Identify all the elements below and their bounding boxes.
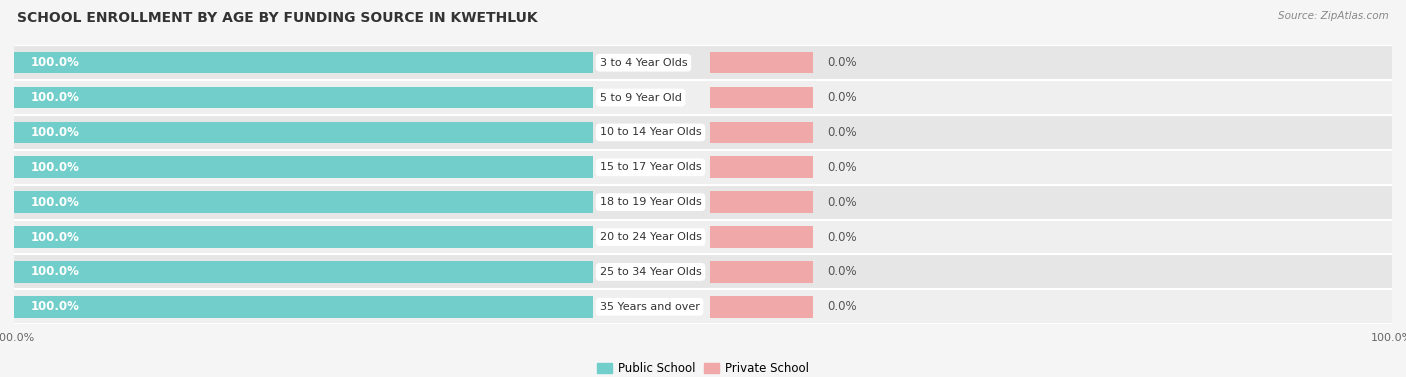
Text: 0.0%: 0.0% xyxy=(827,161,856,174)
Text: 0.0%: 0.0% xyxy=(827,231,856,244)
Text: 100.0%: 100.0% xyxy=(31,161,80,174)
Bar xyxy=(710,261,813,283)
Text: 100.0%: 100.0% xyxy=(31,300,80,313)
Text: SCHOOL ENROLLMENT BY AGE BY FUNDING SOURCE IN KWETHLUK: SCHOOL ENROLLMENT BY AGE BY FUNDING SOUR… xyxy=(17,11,537,25)
Text: 20 to 24 Year Olds: 20 to 24 Year Olds xyxy=(599,232,702,242)
Bar xyxy=(14,122,593,143)
Text: 100.0%: 100.0% xyxy=(31,196,80,208)
Text: 100.0%: 100.0% xyxy=(31,265,80,278)
Text: 0.0%: 0.0% xyxy=(827,126,856,139)
Text: Source: ZipAtlas.com: Source: ZipAtlas.com xyxy=(1278,11,1389,21)
Legend: Public School, Private School: Public School, Private School xyxy=(593,357,813,377)
Bar xyxy=(14,219,1392,254)
Text: 0.0%: 0.0% xyxy=(827,56,856,69)
Bar xyxy=(14,115,1392,150)
Bar xyxy=(14,261,593,283)
Bar xyxy=(14,150,1392,185)
Bar xyxy=(14,45,1392,80)
Text: 0.0%: 0.0% xyxy=(827,300,856,313)
Bar xyxy=(710,296,813,317)
Bar xyxy=(14,192,593,213)
Bar xyxy=(14,52,593,74)
Bar xyxy=(14,185,1392,219)
Bar xyxy=(14,156,593,178)
Text: 5 to 9 Year Old: 5 to 9 Year Old xyxy=(599,92,682,103)
Text: 10 to 14 Year Olds: 10 to 14 Year Olds xyxy=(599,127,702,138)
Bar xyxy=(710,156,813,178)
Text: 0.0%: 0.0% xyxy=(827,265,856,278)
Bar xyxy=(14,226,593,248)
Bar xyxy=(14,80,1392,115)
Bar xyxy=(14,290,1392,324)
Bar xyxy=(710,52,813,74)
Bar xyxy=(14,296,593,317)
Text: 100.0%: 100.0% xyxy=(31,126,80,139)
Bar xyxy=(710,122,813,143)
Bar xyxy=(710,87,813,108)
Text: 35 Years and over: 35 Years and over xyxy=(599,302,700,312)
Text: 0.0%: 0.0% xyxy=(827,196,856,208)
Text: 0.0%: 0.0% xyxy=(827,91,856,104)
Text: 100.0%: 100.0% xyxy=(31,91,80,104)
Text: 100.0%: 100.0% xyxy=(31,56,80,69)
Text: 25 to 34 Year Olds: 25 to 34 Year Olds xyxy=(599,267,702,277)
Bar xyxy=(14,254,1392,290)
Text: 18 to 19 Year Olds: 18 to 19 Year Olds xyxy=(599,197,702,207)
Bar xyxy=(710,192,813,213)
Bar xyxy=(710,226,813,248)
Text: 100.0%: 100.0% xyxy=(31,231,80,244)
Text: 15 to 17 Year Olds: 15 to 17 Year Olds xyxy=(599,162,702,172)
Text: 3 to 4 Year Olds: 3 to 4 Year Olds xyxy=(599,58,688,68)
Bar xyxy=(14,87,593,108)
